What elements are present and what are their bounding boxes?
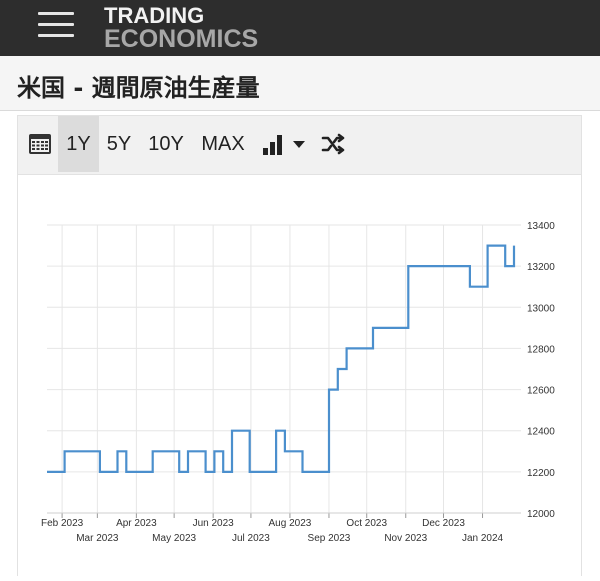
- x-tick-label: Jul 2023: [232, 533, 270, 544]
- y-tick-label: 12200: [527, 468, 555, 479]
- x-tick-label: Nov 2023: [384, 533, 427, 544]
- title-bar: 米国 - 週間原油生産量: [0, 56, 600, 111]
- x-tick-label: Sep 2023: [308, 533, 351, 544]
- chart-container: 12000 12200 12400 12600 12800 13000 13200 13400…: [17, 175, 582, 576]
- range-1y-button[interactable]: 1Y: [58, 116, 99, 172]
- range-5y-button[interactable]: 5Y: [106, 133, 132, 155]
- y-tick-label: 13400: [527, 221, 555, 232]
- x-tick-label: Aug 2023: [269, 518, 312, 529]
- y-tick-label: 12400: [527, 427, 555, 438]
- menu-icon[interactable]: [38, 12, 78, 42]
- range-10y-button[interactable]: 10Y: [148, 133, 184, 155]
- x-tick-label: Dec 2023: [422, 518, 465, 529]
- x-tick-label: Jun 2023: [193, 518, 235, 529]
- range-max-button[interactable]: MAX: [201, 133, 245, 155]
- chart-type-button[interactable]: [258, 116, 308, 172]
- top-bar: TRADING ECONOMICS: [0, 0, 600, 56]
- x-tick-label: Feb 2023: [41, 518, 84, 529]
- x-tick-label: May 2023: [152, 533, 196, 544]
- calendar-button[interactable]: [22, 116, 58, 172]
- y-tick-label: 12800: [527, 344, 555, 355]
- x-tick-label: Mar 2023: [76, 533, 119, 544]
- caret-down-icon: [293, 141, 305, 148]
- page-title: 米国 - 週間原油生産量: [17, 74, 260, 102]
- shuffle-button[interactable]: [316, 116, 352, 172]
- shuffle-icon: [321, 133, 345, 155]
- logo-line-1: TRADING: [104, 3, 205, 28]
- logo-line-2: ECONOMICS: [104, 25, 259, 53]
- chart-svg: 12000 12200 12400 12600 12800 13000 13200 13400…: [41, 221, 555, 544]
- series-line: [47, 244, 516, 473]
- y-tick-label: 13000: [527, 303, 555, 314]
- x-tick-label: Jan 2024: [462, 533, 504, 544]
- y-tick-label: 13200: [527, 262, 555, 273]
- chart-toolbar: 1Y 5Y 10Y MAX: [17, 115, 582, 175]
- bar-chart-icon: [263, 135, 282, 155]
- x-tick-label: Apr 2023: [116, 518, 157, 529]
- y-tick-label: 12600: [527, 386, 555, 397]
- y-tick-label: 12000: [527, 509, 555, 520]
- x-tick-label: Oct 2023: [346, 518, 387, 529]
- calendar-icon: [29, 134, 51, 154]
- site-logo[interactable]: TRADING ECONOMICS: [104, 3, 259, 53]
